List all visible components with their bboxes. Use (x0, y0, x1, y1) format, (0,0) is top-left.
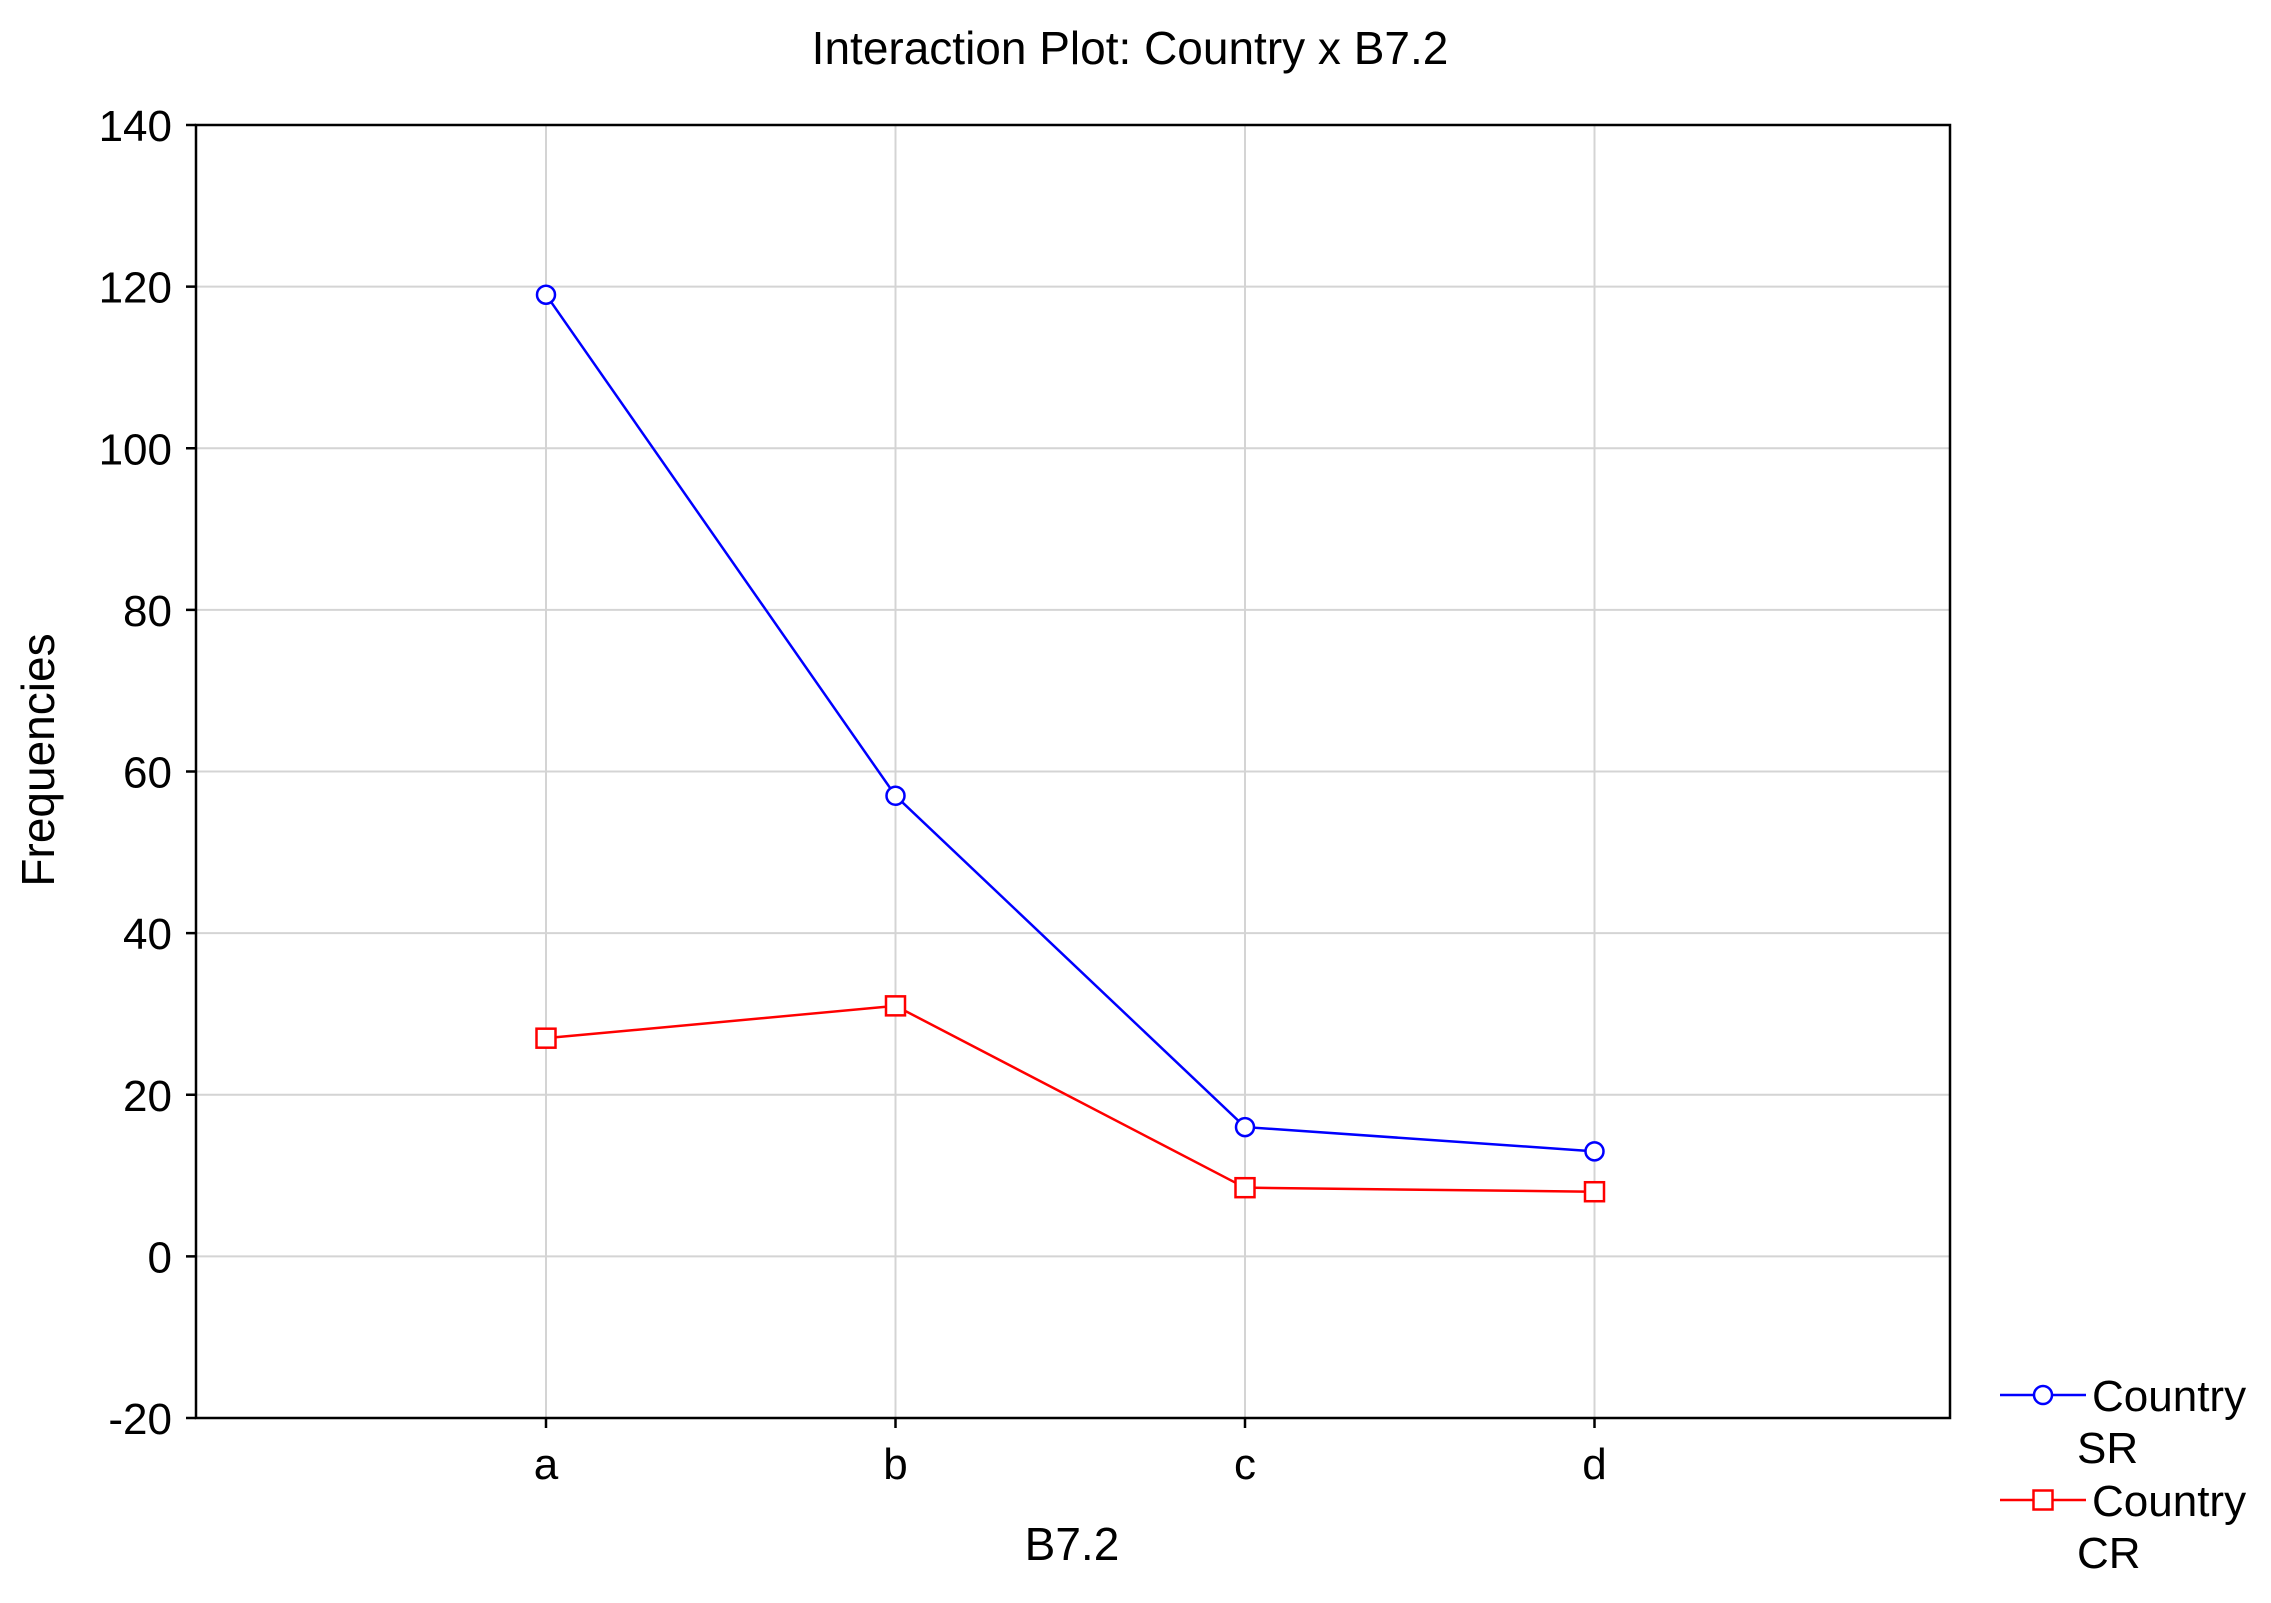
series-line (545, 1004, 1595, 1193)
data-point (1584, 1141, 1605, 1162)
data-point (885, 785, 906, 806)
y-tick-label: 140 (99, 102, 172, 151)
chart-title: Interaction Plot: Country x B7.2 (812, 22, 1449, 74)
x-axis-label: B7.2 (1025, 1518, 1120, 1570)
y-tick-label: 20 (123, 1072, 172, 1121)
data-point (1583, 1180, 1606, 1203)
legend-marker (2032, 1384, 2054, 1406)
y-tick-label: -20 (108, 1395, 172, 1444)
series-2 (535, 995, 1606, 1203)
legend-marker (2032, 1489, 2054, 1511)
series-1 (535, 284, 1605, 1162)
data-point (1234, 1176, 1256, 1199)
data-point (535, 284, 557, 305)
data-point (535, 1027, 557, 1049)
y-tick-label: 80 (123, 587, 172, 636)
data-point (884, 995, 907, 1017)
legend-label: CR (2077, 1529, 2141, 1578)
x-tick-label: a (534, 1440, 559, 1489)
x-axis: a b c d (534, 1418, 1607, 1489)
series-line (544, 293, 1595, 1153)
y-tick-label: 120 (99, 264, 172, 313)
legend-label: Country (2092, 1477, 2246, 1526)
data-point (1234, 1116, 1256, 1138)
grid (196, 125, 1950, 1418)
series-layer (535, 284, 1606, 1203)
x-tick-label: c (1234, 1440, 1256, 1489)
legend-label: Country (2092, 1372, 2246, 1421)
x-tick-label: d (1582, 1440, 1606, 1489)
y-tick-label: 0 (148, 1233, 172, 1282)
y-tick-label: 60 (123, 749, 172, 798)
y-tick-label: 40 (123, 910, 172, 959)
y-axis: -20 0 20 40 60 80 100 120 140 (99, 102, 196, 1444)
y-axis-label: Frequencies (12, 633, 64, 886)
legend-label: SR (2077, 1424, 2138, 1473)
y-tick-label: 100 (99, 425, 172, 474)
x-tick-label: b (883, 1440, 907, 1489)
